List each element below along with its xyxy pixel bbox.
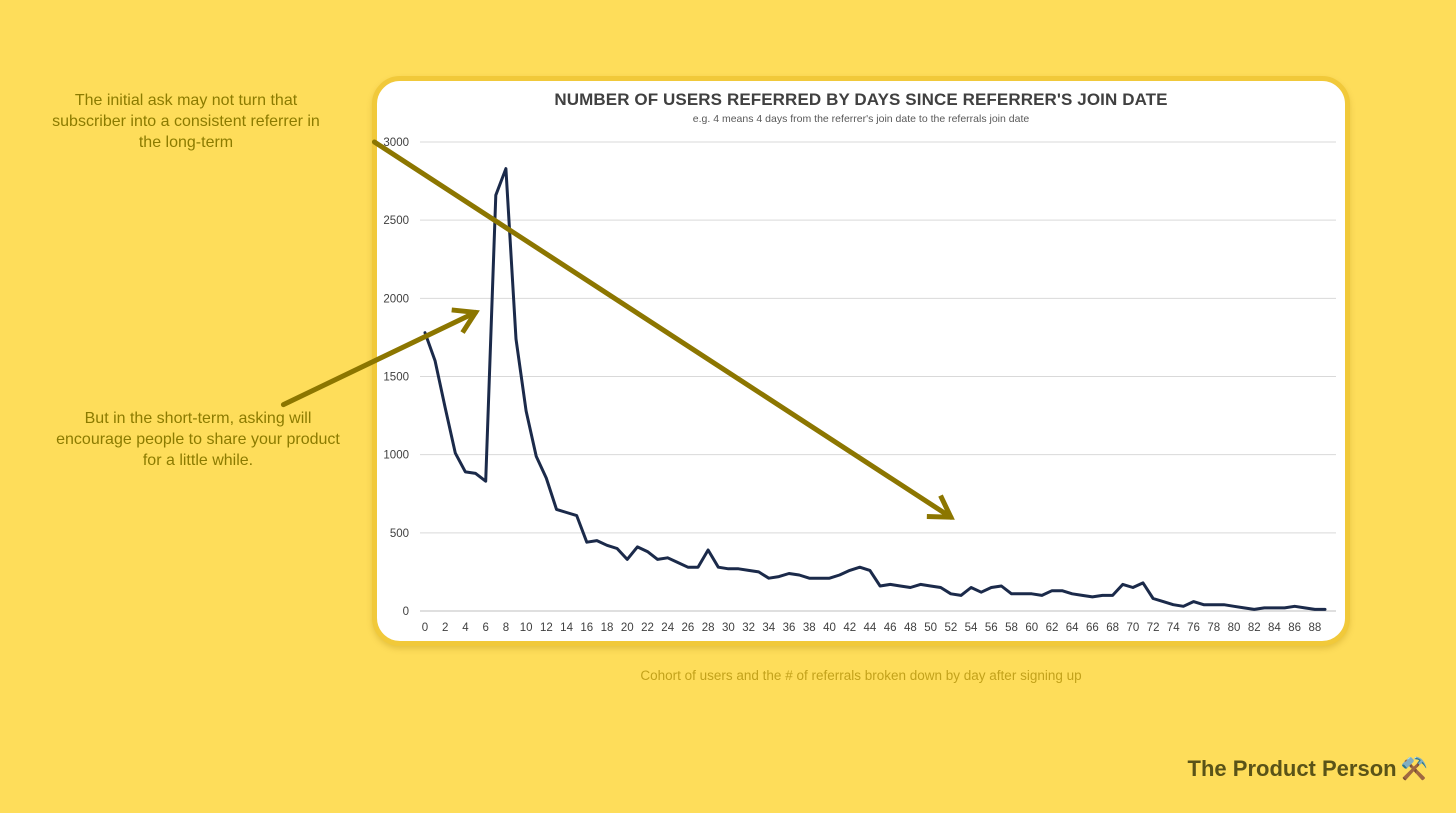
x-tick-label: 80 (1228, 622, 1241, 634)
chart-caption: Cohort of users and the # of referrals b… (640, 668, 1082, 683)
x-tick-label: 44 (864, 622, 877, 634)
x-tick-label: 68 (1106, 622, 1119, 634)
x-tick-label: 40 (823, 622, 836, 634)
x-tick-label: 28 (702, 622, 715, 634)
x-tick-label: 74 (1167, 622, 1180, 634)
chart-card (372, 76, 1350, 646)
x-tick-label: 66 (1086, 622, 1099, 634)
y-tick-label: 3000 (383, 137, 409, 149)
x-tick-label: 2 (442, 622, 448, 634)
x-tick-label: 76 (1187, 622, 1200, 634)
x-tick-label: 38 (803, 622, 816, 634)
annotation-short-term: But in the short-term, asking will encou… (56, 410, 340, 469)
x-tick-label: 78 (1207, 622, 1220, 634)
series-line (423, 167, 1327, 611)
y-tick-label: 2500 (383, 215, 409, 227)
x-tick-label: 56 (985, 622, 998, 634)
x-tick-label: 16 (580, 622, 593, 634)
x-tick-label: 84 (1268, 622, 1281, 634)
y-axis-ticks: 0 500 1000 1500 2000 2500 3000 (383, 137, 409, 618)
x-tick-label: 20 (621, 622, 634, 634)
y-tick-label: 1500 (383, 372, 409, 384)
x-tick-label: 72 (1147, 622, 1160, 634)
x-tick-label: 26 (682, 622, 695, 634)
x-tick-label: 42 (843, 622, 856, 634)
x-tick-label: 36 (783, 622, 796, 634)
x-tick-label: 18 (601, 622, 614, 634)
x-tick-label: 6 (482, 622, 488, 634)
x-tick-label: 60 (1025, 622, 1038, 634)
series-points (424, 168, 1326, 610)
annotation-arrow-shaft (371, 139, 954, 520)
x-tick-label: 50 (924, 622, 937, 634)
x-tick-label: 70 (1126, 622, 1139, 634)
x-tick-label: 14 (560, 622, 573, 634)
y-tick-label: 1000 (383, 450, 409, 462)
x-tick-label: 82 (1248, 622, 1261, 634)
x-tick-label: 12 (540, 622, 553, 634)
brand-name: The Product Person (1187, 756, 1397, 781)
x-tick-label: 10 (520, 622, 533, 634)
chart-subtitle: e.g. 4 means 4 days from the referrer's … (692, 113, 1030, 125)
annotation-arrows (280, 139, 955, 520)
x-tick-label: 58 (1005, 622, 1018, 634)
chart-title: NUMBER OF USERS REFERRED BY DAYS SINCE R… (554, 90, 1168, 109)
x-tick-label: 22 (641, 622, 654, 634)
x-tick-label: 62 (1046, 622, 1059, 634)
x-tick-label: 24 (661, 622, 674, 634)
chart-grid (420, 141, 1336, 612)
x-tick-label: 0 (422, 622, 428, 634)
x-tick-label: 34 (762, 622, 775, 634)
x-axis-ticks: 0 2 4 6 8 10 12 14 16 18 20 22 24 26 28 30 32 34 36 38 40 42 4… (422, 622, 1321, 634)
x-tick-label: 48 (904, 622, 917, 634)
y-tick-label: 0 (403, 606, 409, 618)
x-tick-label: 8 (503, 622, 509, 634)
x-tick-label: 32 (742, 622, 755, 634)
x-tick-label: 52 (944, 622, 957, 634)
y-tick-label: 500 (390, 528, 409, 540)
annotation-arrow-shaft (280, 309, 479, 408)
x-tick-label: 88 (1308, 622, 1321, 634)
hammer-pick-icon: ⚒️ (1400, 756, 1428, 781)
x-tick-label: 46 (884, 622, 897, 634)
x-tick-label: 54 (965, 622, 978, 634)
x-tick-label: 64 (1066, 622, 1079, 634)
x-tick-label: 30 (722, 622, 735, 634)
annotation-arrow-head (926, 494, 955, 520)
y-tick-label: 2000 (383, 293, 409, 305)
brand-logo[interactable]: The Product Person ⚒️ (1188, 756, 1428, 782)
x-tick-label: 86 (1288, 622, 1301, 634)
x-tick-label: 4 (462, 622, 469, 634)
annotation-arrow-head (451, 307, 480, 334)
annotation-long-term: The initial ask may not turn that subscr… (52, 92, 320, 151)
